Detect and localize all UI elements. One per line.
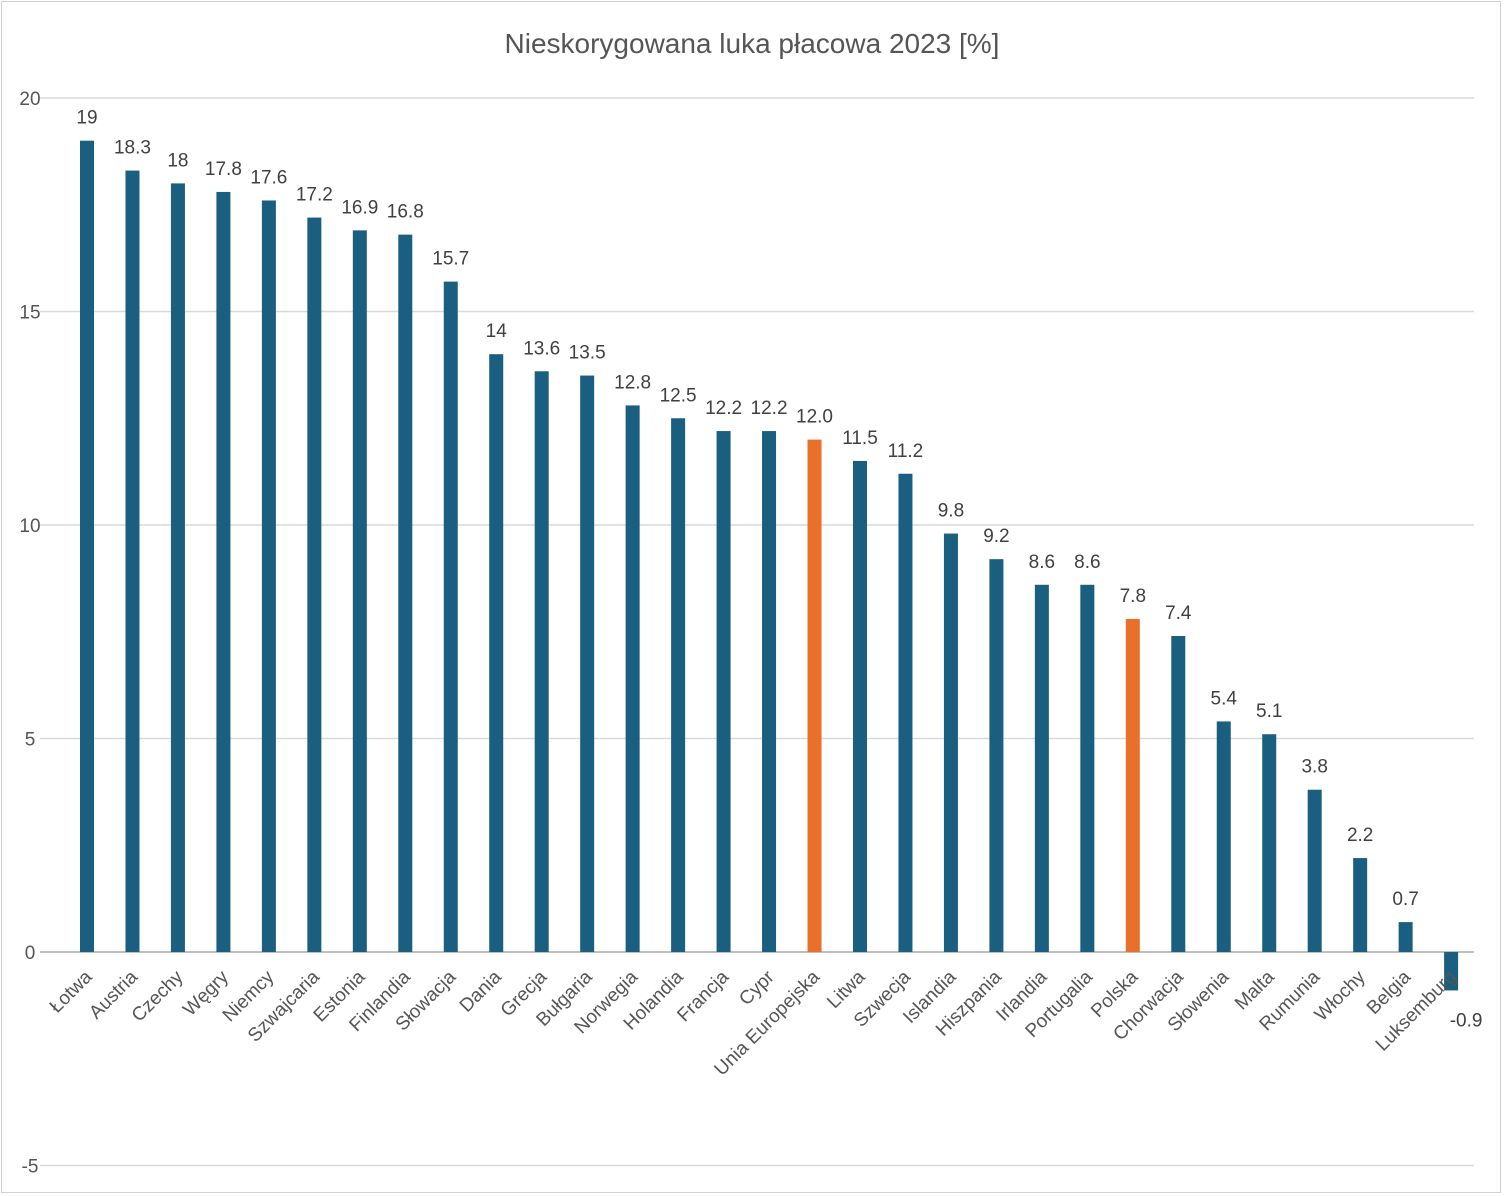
y-tick-label: 10 bbox=[19, 516, 40, 537]
x-tick-label: Francja bbox=[673, 966, 733, 1026]
data-label: 2.2 bbox=[1347, 825, 1373, 846]
bar bbox=[580, 375, 595, 952]
chart-title: Nieskorygowana luka płacowa 2023 [%] bbox=[505, 28, 1000, 59]
x-tick-label: Czechy bbox=[128, 966, 188, 1026]
bar bbox=[898, 473, 913, 952]
bar bbox=[216, 191, 231, 952]
data-label: 11.5 bbox=[842, 428, 878, 449]
data-label: 12.0 bbox=[796, 407, 833, 428]
data-label: 17.8 bbox=[205, 159, 242, 180]
data-label: -0.9 bbox=[1450, 1010, 1483, 1031]
bar bbox=[125, 170, 140, 953]
data-label: 14 bbox=[486, 321, 508, 342]
bar bbox=[989, 559, 1004, 952]
bar bbox=[1353, 858, 1368, 952]
data-label: 11.2 bbox=[888, 441, 924, 462]
bar bbox=[352, 230, 367, 952]
bar bbox=[625, 405, 640, 952]
data-label: 12.8 bbox=[614, 372, 651, 393]
bar bbox=[1080, 584, 1095, 952]
bar bbox=[170, 183, 185, 952]
data-label: 5.1 bbox=[1256, 701, 1282, 722]
bar bbox=[762, 431, 777, 952]
data-label: 18 bbox=[167, 150, 188, 171]
y-tick-label: 20 bbox=[19, 89, 40, 110]
data-label: 18.3 bbox=[114, 138, 151, 159]
data-label: 7.4 bbox=[1165, 603, 1192, 624]
data-label: 8.6 bbox=[1074, 552, 1100, 573]
data-label: 13.6 bbox=[523, 338, 560, 359]
data-label: 8.6 bbox=[1029, 552, 1055, 573]
y-tick-label: 0 bbox=[25, 943, 36, 964]
data-label: 19 bbox=[76, 108, 97, 129]
bar bbox=[443, 281, 458, 952]
bar bbox=[1125, 618, 1140, 952]
y-tick-label: 15 bbox=[19, 303, 40, 324]
bar bbox=[1262, 734, 1277, 952]
bar bbox=[261, 200, 276, 953]
x-tick-label: Włochy bbox=[1311, 966, 1370, 1025]
data-label: 9.8 bbox=[938, 501, 964, 522]
data-label: 12.5 bbox=[660, 385, 697, 406]
bar bbox=[534, 371, 549, 952]
data-label: 5.4 bbox=[1211, 688, 1238, 709]
data-label: 17.6 bbox=[250, 167, 287, 188]
bar bbox=[1034, 584, 1049, 952]
bar bbox=[1171, 636, 1186, 952]
bar bbox=[398, 234, 413, 952]
data-label: 3.8 bbox=[1301, 757, 1327, 778]
bar bbox=[852, 460, 867, 952]
bar bbox=[1216, 721, 1231, 952]
data-label: 12.2 bbox=[751, 398, 788, 419]
bar bbox=[943, 533, 958, 952]
data-label: 17.2 bbox=[296, 185, 333, 206]
bar bbox=[1444, 952, 1459, 991]
bar bbox=[1398, 922, 1413, 952]
bar bbox=[671, 418, 686, 952]
data-label: 16.9 bbox=[341, 197, 378, 218]
data-label: 0.7 bbox=[1392, 889, 1418, 910]
data-label: 12.2 bbox=[705, 398, 742, 419]
data-label: 9.2 bbox=[983, 526, 1009, 547]
bar bbox=[716, 431, 731, 952]
y-tick-label: -5 bbox=[22, 1157, 39, 1178]
bar bbox=[80, 140, 94, 952]
bar bbox=[307, 217, 322, 952]
bar bbox=[489, 354, 504, 952]
data-label: 7.8 bbox=[1120, 586, 1146, 607]
data-label: 13.5 bbox=[569, 343, 606, 364]
y-tick-label: 5 bbox=[25, 730, 36, 751]
bar bbox=[807, 439, 822, 953]
data-label: 16.8 bbox=[387, 202, 424, 223]
bar bbox=[1307, 789, 1322, 952]
data-label: 15.7 bbox=[432, 249, 469, 270]
